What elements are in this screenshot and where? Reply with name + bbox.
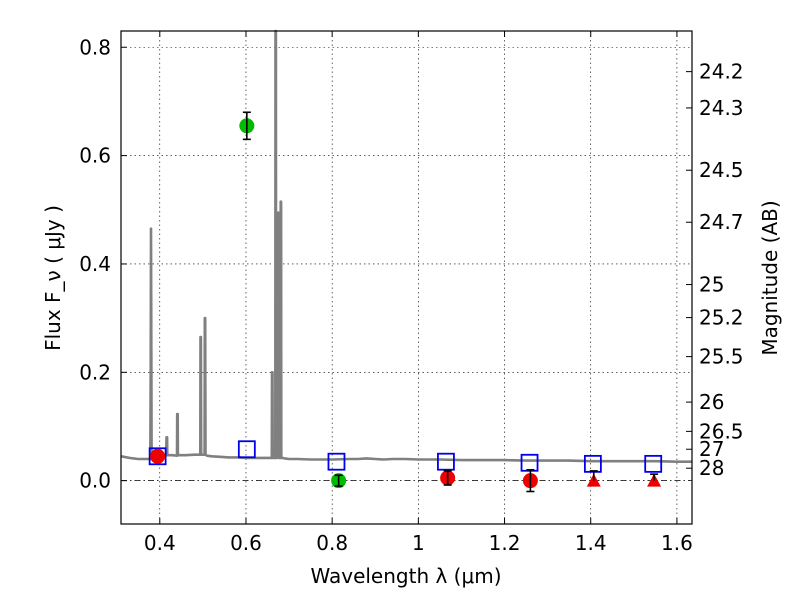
model-photometry-square bbox=[148, 447, 167, 466]
right-tick-label: 24.5 bbox=[699, 158, 744, 182]
model-spectrum bbox=[120, 29, 692, 463]
data-point-circle bbox=[150, 448, 166, 464]
spectrum-line bbox=[120, 29, 692, 463]
x-tick-label: 0.6 bbox=[230, 531, 262, 555]
x-tick-label: 1.4 bbox=[575, 531, 607, 555]
model-photometry-square bbox=[644, 454, 663, 473]
right-axis-label: Magnitude (AB) bbox=[758, 200, 782, 355]
y-tick-label: 0.4 bbox=[79, 252, 111, 276]
right-tick-label: 26.5 bbox=[699, 419, 744, 443]
x-tick-label: 1.6 bbox=[661, 531, 693, 555]
right-tick-label: 28 bbox=[699, 456, 724, 480]
right-tick-label: 25.2 bbox=[699, 306, 744, 330]
data-points bbox=[148, 111, 663, 493]
x-tick-label: 1 bbox=[412, 531, 425, 555]
x-tick-label: 0.8 bbox=[316, 531, 348, 555]
y-tick-label: 0.6 bbox=[79, 144, 111, 168]
y-tick-label: 0.0 bbox=[79, 469, 111, 493]
model-photometry-square bbox=[437, 452, 455, 471]
right-tick-label: 26 bbox=[699, 390, 724, 414]
x-axis-label: Wavelength λ (μm) bbox=[310, 564, 501, 588]
model-photometry-square bbox=[237, 440, 256, 459]
right-tick-label: 25.5 bbox=[699, 345, 744, 369]
right-tick-label: 24.2 bbox=[699, 60, 744, 84]
right-tick-label: 27 bbox=[699, 437, 724, 461]
right-tick-label: 24.7 bbox=[699, 210, 744, 234]
right-tick-label: 25 bbox=[699, 273, 724, 297]
right-tick-label: 24.3 bbox=[699, 96, 744, 120]
y-axis-label: Flux F_ν ( μJy ) bbox=[41, 205, 65, 351]
model-photometry-square bbox=[520, 453, 539, 472]
x-tick-label: 1.2 bbox=[489, 531, 521, 555]
y-tick-label: 0.2 bbox=[79, 360, 111, 384]
axis-ticks: 0.4 0.6 0.8 1 1.2 1.4 1.6 0.0 0.2 0.4 0.6 0.8 24.2 24… bbox=[79, 31, 744, 555]
y-tick-label: 0.8 bbox=[79, 35, 111, 59]
model-photometry-square bbox=[583, 454, 602, 473]
x-tick-label: 0.4 bbox=[144, 531, 176, 555]
model-photometry-square bbox=[327, 452, 346, 471]
plot-frame bbox=[120, 30, 693, 525]
